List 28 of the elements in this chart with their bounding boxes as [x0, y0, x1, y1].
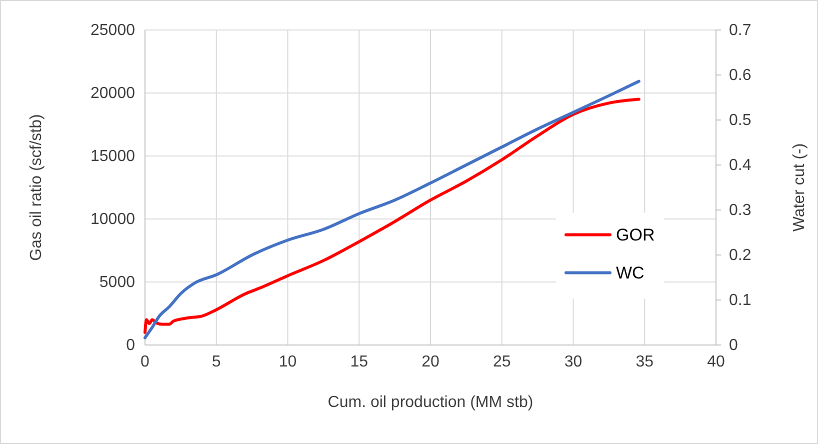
x-tick-label: 0	[140, 353, 150, 370]
y2-tick-label: 0.3	[729, 202, 752, 220]
y-tick-label: 25000	[90, 22, 136, 40]
legend-label: WC	[616, 264, 644, 283]
y2-tick-label: 0.7	[729, 22, 752, 40]
x-tick-label: 15	[350, 353, 368, 370]
y2-tick-label: 0.1	[729, 292, 752, 310]
y2-tick-label: 0	[729, 337, 738, 354]
legend-label: GOR	[616, 226, 655, 245]
x-tick-label: 5	[212, 353, 221, 370]
y2-tick-label: 0.6	[729, 67, 752, 84]
x-axis-title: Cum. oil production (MM stb)	[328, 394, 534, 411]
x-tick-label: 10	[278, 353, 297, 370]
y-tick-label: 10000	[90, 211, 136, 228]
y2-tick-label: 0.2	[729, 247, 752, 264]
y-tick-label: 5000	[99, 274, 136, 292]
y-axis-title: Gas oil ratio (scf/stb)	[28, 114, 45, 261]
y2-axis-title: Water cut (-)	[791, 143, 808, 232]
x-tick-label: 25	[492, 353, 511, 370]
y-tick-label: 20000	[90, 85, 136, 102]
y-tick-label: 15000	[90, 148, 136, 166]
x-tick-label: 30	[564, 353, 582, 370]
x-tick-label: 40	[707, 353, 725, 370]
y2-tick-label: 0.5	[729, 112, 752, 130]
y2-tick-label: 0.4	[729, 157, 752, 174]
y-tick-label: 0	[126, 337, 136, 354]
x-tick-label: 35	[636, 353, 654, 370]
x-tick-label: 20	[422, 353, 440, 370]
